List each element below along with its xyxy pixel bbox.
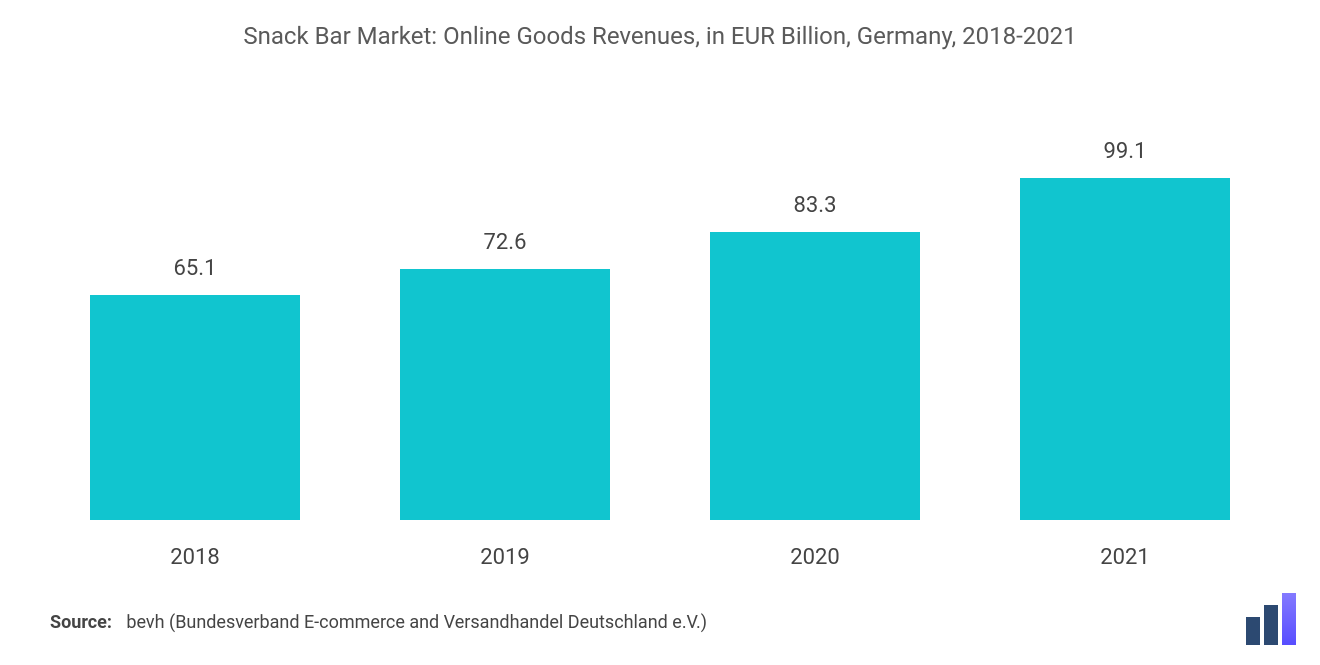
- bar-slot: 65.1: [40, 100, 350, 520]
- bar: [400, 269, 610, 520]
- source-attribution: Source: bevh (Bundesverband E-commerce a…: [50, 612, 707, 633]
- logo-bar: [1282, 593, 1296, 645]
- brand-logo-icon: [1246, 593, 1296, 645]
- source-text: bevh (Bundesverband E-commerce and Versa…: [126, 612, 707, 633]
- bar-slot: 99.1: [970, 100, 1280, 520]
- bar-value-label: 83.3: [794, 193, 837, 218]
- bar-value-label: 99.1: [1104, 139, 1147, 164]
- x-axis-labels: 2018 2019 2020 2021: [0, 545, 1320, 570]
- x-axis-label: 2018: [40, 545, 350, 570]
- logo-bar: [1246, 617, 1260, 645]
- x-axis-label: 2020: [660, 545, 970, 570]
- x-axis-label: 2019: [350, 545, 660, 570]
- bar: [1020, 178, 1230, 520]
- chart-container: Snack Bar Market: Online Goods Revenues,…: [0, 0, 1320, 665]
- bar-slot: 83.3: [660, 100, 970, 520]
- logo-bar: [1264, 605, 1278, 645]
- bar-slot: 72.6: [350, 100, 660, 520]
- source-label: Source:: [50, 612, 112, 633]
- bar: [710, 232, 920, 520]
- chart-area: 65.1 72.6 83.3 99.1 2018 2019 2020 2021: [0, 60, 1320, 580]
- bar-value-label: 72.6: [484, 230, 527, 255]
- bar: [90, 295, 300, 520]
- chart-title: Snack Bar Market: Online Goods Revenues,…: [0, 0, 1320, 60]
- x-axis-label: 2021: [970, 545, 1280, 570]
- bars-row: 65.1 72.6 83.3 99.1: [0, 100, 1320, 520]
- bar-value-label: 65.1: [174, 256, 217, 281]
